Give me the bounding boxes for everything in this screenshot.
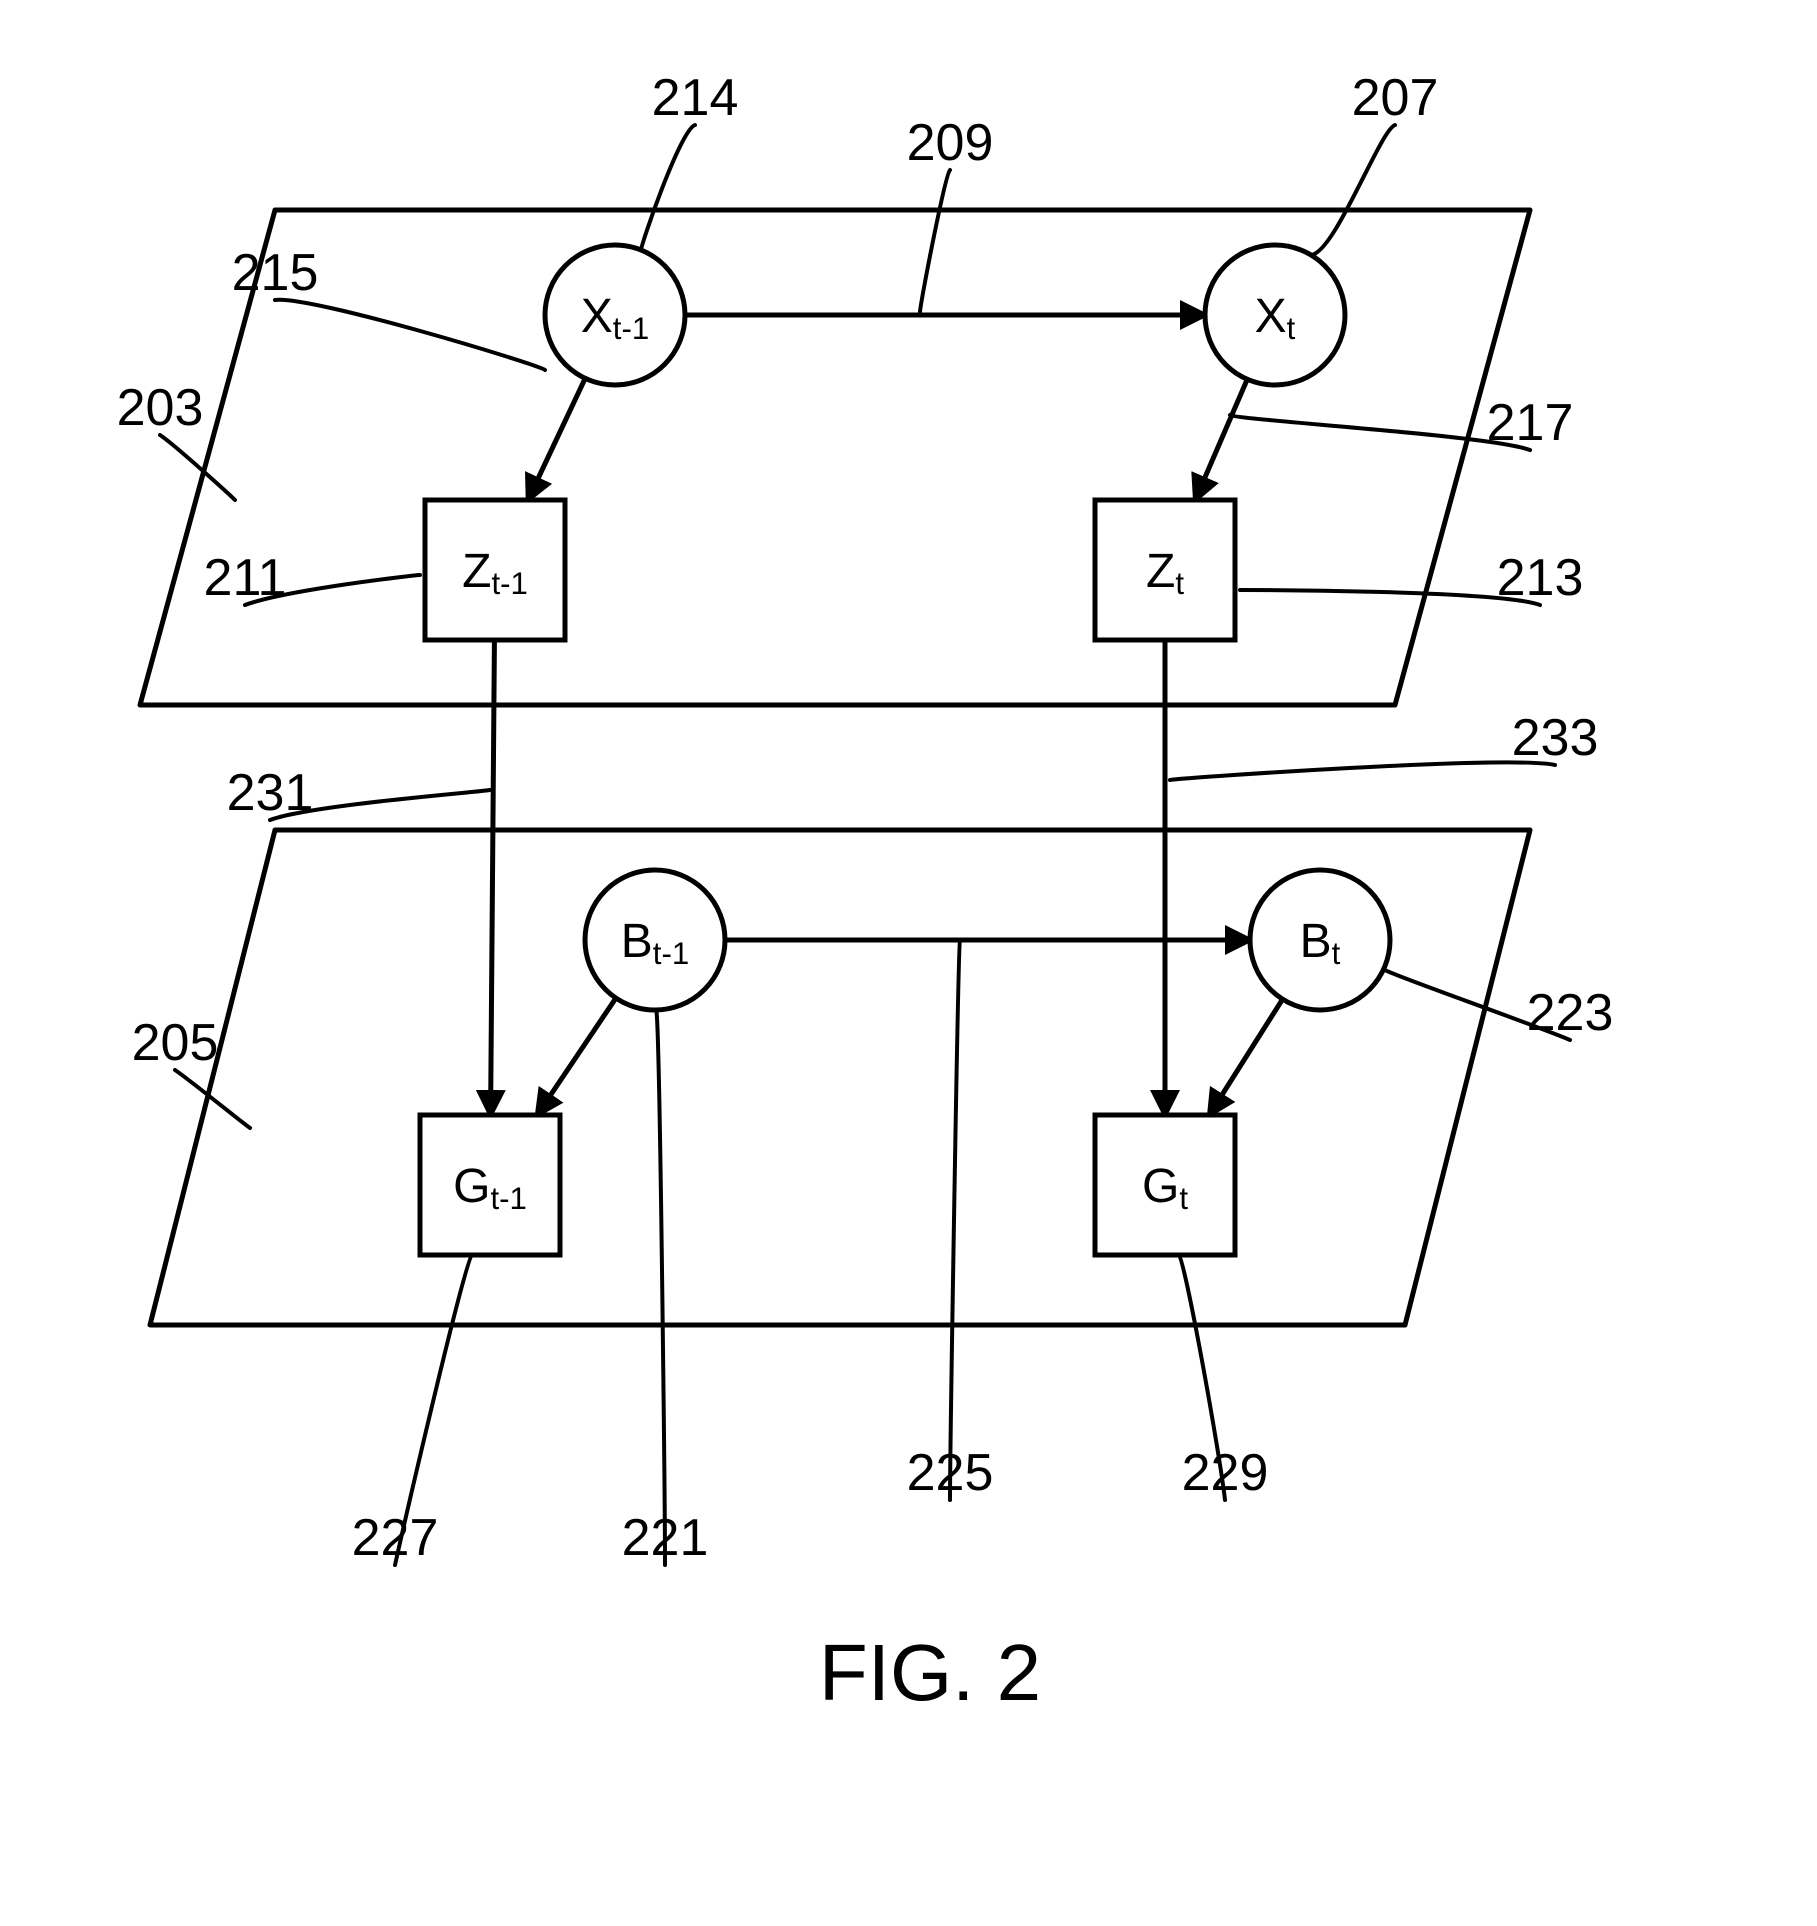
ref-label-217: 217 <box>1487 394 1574 452</box>
node-b_t: Bt <box>1250 870 1390 1010</box>
figure-label: FIG. 2 <box>819 1628 1041 1717</box>
ref-label-205: 205 <box>132 1014 219 1072</box>
arrow-z_tm1-to-g_tm1 <box>491 640 495 1115</box>
arrow-b_t-to-g_t <box>1209 999 1282 1115</box>
ref-label-221: 221 <box>622 1509 709 1567</box>
ref-label-213: 213 <box>1497 549 1584 607</box>
ref-label-227: 227 <box>352 1509 439 1567</box>
diagram-container: Xt-1 Xt Zt-1 Zt Bt-1 Bt Gt-1 Gt 214 209 207 215 203 2… <box>0 0 1817 1926</box>
ref-label-211: 211 <box>204 549 287 607</box>
ref-label-233: 233 <box>1512 709 1599 767</box>
node-g_tm1: Gt-1 <box>420 1115 560 1255</box>
node-x_tm1: Xt-1 <box>545 245 685 385</box>
ref-label-214: 214 <box>652 69 739 127</box>
node-z_t: Zt <box>1095 500 1235 640</box>
leader-215 <box>275 300 545 370</box>
node-b_tm1: Bt-1 <box>585 870 725 1010</box>
leader-207 <box>1311 125 1395 255</box>
ref-label-215: 215 <box>232 244 319 302</box>
ref-label-209: 209 <box>907 114 994 172</box>
arrow-x_tm1-to-z_tm1 <box>528 378 585 500</box>
node-g_t: Gt <box>1095 1115 1235 1255</box>
leader-225 <box>950 940 960 1500</box>
ref-label-203: 203 <box>117 379 204 437</box>
leader-209 <box>920 170 950 312</box>
ref-label-225: 225 <box>907 1444 994 1502</box>
arrow-b_tm1-to-g_tm1 <box>537 998 616 1115</box>
leader-233 <box>1170 762 1555 780</box>
leader-217 <box>1230 415 1530 450</box>
ref-label-229: 229 <box>1182 1444 1269 1502</box>
ref-label-223: 223 <box>1527 984 1614 1042</box>
leader-214 <box>641 125 695 250</box>
leader-221 <box>656 1010 665 1565</box>
node-x_t: Xt <box>1205 245 1345 385</box>
ref-label-207: 207 <box>1352 69 1439 127</box>
arrow-x_t-to-z_t <box>1195 379 1247 500</box>
node-z_tm1: Zt-1 <box>425 500 565 640</box>
ref-label-231: 231 <box>227 764 314 822</box>
leader-213 <box>1240 590 1540 605</box>
